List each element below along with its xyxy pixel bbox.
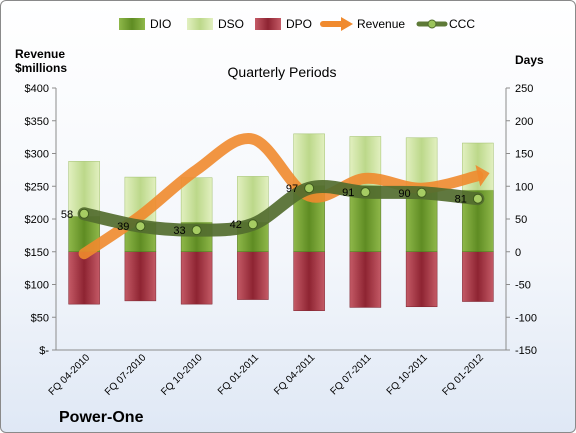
- x-category-label: FQ 07-2010: [103, 352, 149, 398]
- y-left-tick-label: $350: [25, 116, 49, 128]
- legend-swatch-revenue: [320, 17, 353, 31]
- legend: DIO DSO DPO Revenue CCC: [119, 17, 475, 31]
- y-right-tick-label: 50: [515, 214, 527, 226]
- ccc-point: [135, 221, 146, 232]
- dpo-bar: [349, 251, 382, 308]
- y-right-label: Days: [515, 53, 544, 67]
- chart-title: Quarterly Periods: [228, 64, 337, 80]
- ccc-point: [304, 183, 315, 194]
- revenue-arrowhead: [475, 165, 490, 187]
- ccc-data-label: 90: [398, 188, 410, 200]
- dpo-bar: [293, 251, 325, 311]
- y-left-tick-label: $-: [39, 345, 49, 357]
- dso-bar: [405, 137, 438, 188]
- ccc-point: [360, 187, 371, 198]
- x-category-label: FQ 04-2010: [47, 352, 93, 398]
- legend-label-ccc: CCC: [449, 17, 475, 31]
- y-left-tick-label: $400: [25, 83, 49, 95]
- ccc-point: [247, 219, 258, 230]
- legend-swatch-dio: [119, 18, 145, 30]
- ccc-point: [472, 193, 483, 204]
- legend-label-dpo: DPO: [286, 17, 312, 31]
- y-left-tick-label: $50: [31, 312, 49, 324]
- ccc-point: [191, 225, 202, 236]
- ccc-data-label: 97: [286, 183, 298, 195]
- legend-label-dio: DIO: [150, 17, 171, 31]
- ccc-data-label: 39: [117, 221, 129, 233]
- ccc-data-label: 81: [455, 194, 467, 206]
- dpo-bar: [124, 251, 157, 302]
- x-category-label: FQ 10-2011: [385, 352, 430, 397]
- y-right-tick-label: -100: [515, 312, 537, 324]
- ccc-data-label: 33: [173, 225, 185, 237]
- dso-bar: [68, 161, 100, 217]
- legend-swatch-dpo: [255, 18, 281, 30]
- y-right-tick-label: 100: [515, 181, 533, 193]
- y-left-tick-label: $200: [25, 214, 49, 226]
- ccc-point: [416, 187, 427, 198]
- y-left-tick-label: $300: [25, 149, 49, 161]
- legend-label-revenue: Revenue: [357, 17, 405, 31]
- x-category-label: FQ 04-2011: [272, 352, 317, 397]
- y-left-tick-label: $100: [25, 280, 49, 292]
- y-left-label-line1: Revenue: [15, 47, 65, 61]
- dpo-bar: [237, 251, 269, 300]
- x-category-label: FQ 07-2011: [329, 352, 374, 397]
- ccc-data-label: 58: [61, 209, 73, 221]
- dso-bar: [180, 177, 213, 223]
- y-right-tick-label: 200: [515, 116, 533, 128]
- dpo-bar: [462, 251, 494, 302]
- x-category-label: FQ 10-2010: [159, 352, 205, 398]
- legend-swatch-ccc: [416, 19, 448, 29]
- plot-area: $- $50 $100 $150 $200 $250 $300 $350 $400 -150 -10…: [25, 83, 538, 398]
- dso-bar: [293, 133, 325, 186]
- y-right-tick-label: -150: [515, 345, 537, 357]
- dpo-bar: [68, 251, 100, 305]
- y-right-tick-label: 250: [515, 83, 533, 95]
- y-right-tick-label: 150: [515, 149, 533, 161]
- ccc-data-label: 42: [230, 219, 242, 231]
- legend-label-dso: DSO: [218, 17, 244, 31]
- x-category-label: FQ 01-2011: [216, 352, 261, 397]
- y-right-tick-label: 0: [515, 247, 521, 259]
- x-category-label: FQ 01-2012: [440, 352, 486, 398]
- ccc-data-label: 91: [342, 187, 354, 199]
- legend-swatch-dso: [187, 18, 213, 30]
- dpo-bar: [405, 251, 438, 308]
- y-left-label-line2: $millions: [15, 61, 67, 75]
- y-left-tick-label: $150: [25, 247, 49, 259]
- ccc-line: [77, 179, 485, 237]
- ccc-point: [79, 208, 90, 219]
- y-right-tick-label: -50: [515, 280, 531, 292]
- y-left-tick-label: $250: [25, 181, 49, 193]
- dpo-bar: [180, 251, 213, 305]
- company-name: Power-One: [59, 409, 144, 426]
